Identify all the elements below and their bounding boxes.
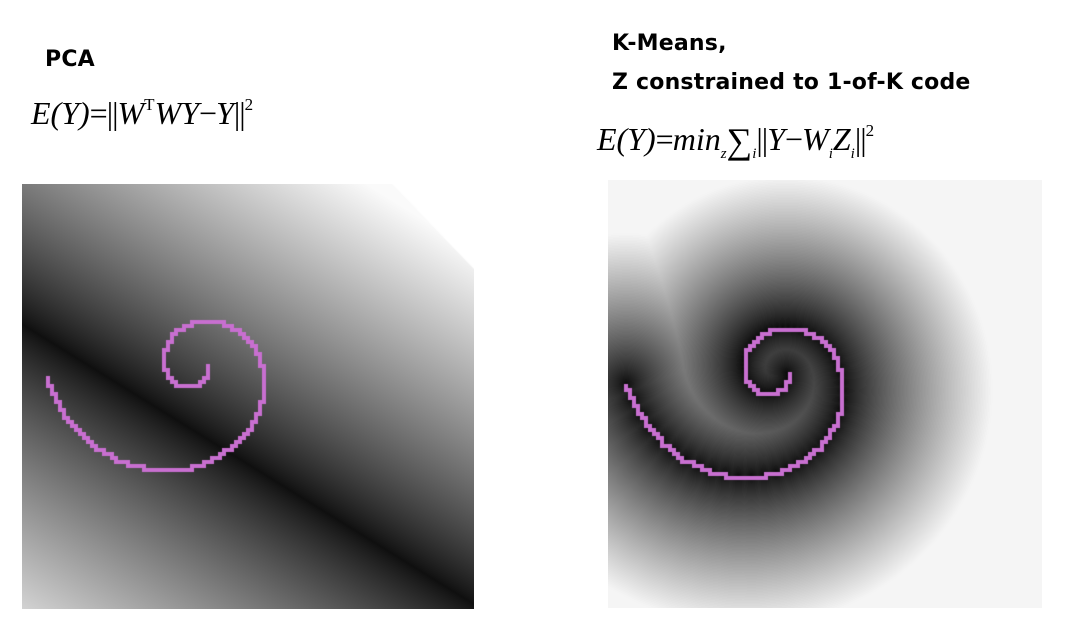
kmeans-formula-eq: = [655,121,674,157]
pca-energy-map [22,184,474,609]
kmeans-formula-z: Z [832,121,851,157]
pca-title: PCA [45,47,95,72]
pca-formula-minus: − [199,95,217,131]
kmeans-formula-z-sub: i [850,146,855,162]
kmeans-title-line2: Z constrained to 1-of-K code [612,70,971,95]
kmeans-formula-lhs: E [597,121,617,157]
pca-formula-power: 2 [244,95,254,114]
kmeans-formula: E(Y)=minz∑i||Y−WiZi||2 [597,121,875,162]
kmeans-formula-arg: Y [627,121,645,157]
pca-formula-arg: Y [61,95,79,131]
kmeans-formula-w-sub: i [828,146,833,162]
kmeans-formula-min-sub: z [720,146,727,162]
kmeans-formula-power: 2 [865,121,875,140]
kmeans-energy-map [608,180,1042,608]
kmeans-formula-minus: − [785,121,803,157]
pca-formula-transpose: T [144,95,155,114]
pca-formula-norm-close: || [233,95,246,131]
kmeans-formula-norm-open: || [756,121,768,157]
pca-formula-wy: WY [154,95,200,131]
pca-formula-target: Y [216,95,234,131]
kmeans-formula-sum-sub: i [752,146,757,162]
kmeans-formula-norm-close: || [854,121,867,157]
kmeans-title-line1: K-Means, [612,31,727,56]
pca-formula-norm-open: || [106,95,119,131]
kmeans-formula-y: Y [767,121,785,157]
pca-formula-w: W [117,95,145,131]
pca-formula: E(Y)=||WTWY−Y||2 [31,95,254,131]
pca-formula-eq: = [89,95,108,131]
pca-formula-lhs: E [31,95,51,131]
kmeans-formula-w: W [802,121,829,157]
kmeans-formula-min: min [672,121,721,157]
kmeans-formula-sum: ∑ [726,121,753,161]
